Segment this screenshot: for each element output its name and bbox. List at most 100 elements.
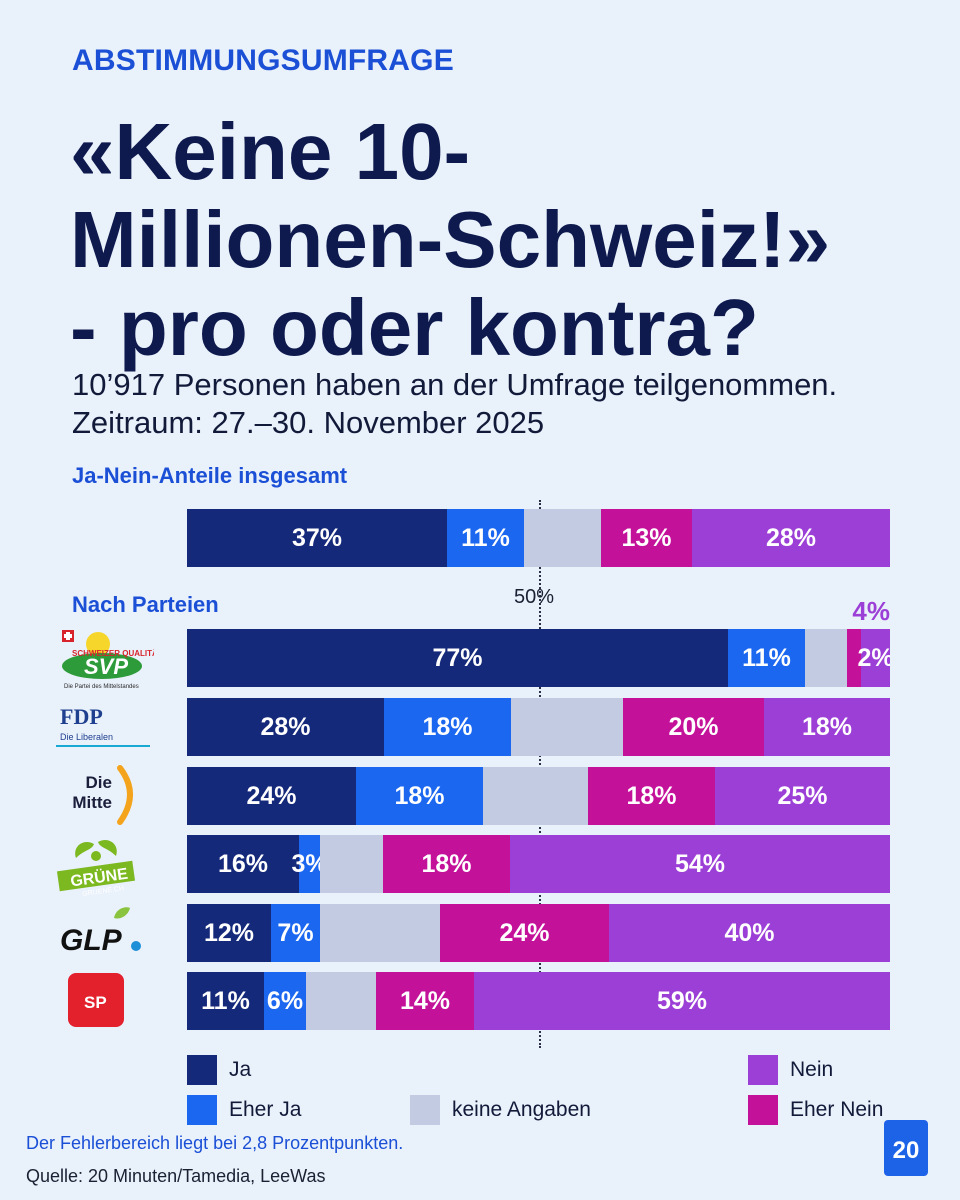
bar-segment-label: 28% [765,523,817,552]
die-mitte-logo: Die Mitte [54,762,154,826]
bar-segment-nein: 25% [715,767,890,825]
legend-keine-label: keine Angaben [452,1098,591,1121]
legend-eher-ja-label: Eher Ja [229,1098,302,1121]
bar-row-svp: 77% 11% 2% [187,629,890,687]
headline-line-1: «Keine 10- [70,107,471,196]
fdp-logo-name: FDP [60,704,103,729]
bar-segment-nein: 59% [474,972,890,1030]
bar-segment-label: 7% [277,918,314,947]
fdp-logo-sub: Die Liberalen [60,732,113,742]
bar-segment-label: 14% [399,986,451,1015]
legend-ja-swatch [187,1055,217,1085]
bar-segment-label: 18% [394,781,445,810]
bar-segment-nein: 2% [857,629,890,687]
bar-row-gruene: 16% 3% 18% 54% [187,835,890,893]
brand-20-minuten-logo: 20 [884,1120,928,1176]
bar-segment-keine [306,972,376,1030]
legend-eher-nein: Eher Nein [748,1095,883,1125]
bar-segment-eher-nein: 18% [383,835,510,893]
legend-nein-label: Nein [790,1058,834,1081]
bar-segment-eher-nein [847,629,861,687]
headline-line-3: - pro oder kontra? [70,283,759,372]
legend-eher-ja-swatch [187,1095,217,1125]
legend-eher-nein-swatch [748,1095,778,1125]
bar-segment-ja: 37% [187,509,447,567]
bar-segment-nein: 40% [609,904,890,962]
legend-eher-nein-label: Eher Nein [790,1098,884,1121]
kicker: ABSTIMMUNGSUMFRAGE [72,44,454,77]
bar-segment-label: 11% [201,986,250,1015]
bar-row-glp: 12% 7% 24% 40% [187,904,890,962]
bar-segment-eher-nein: 13% [601,509,692,567]
bar-row-mitte: 24% 18% 18% 25% [187,767,890,825]
bar-segment-eher-nein: 20% [623,698,764,756]
bar-segment-label: 18% [421,849,472,878]
svp-nein-outside-label: 4% [852,596,890,626]
source-note: Quelle: 20 Minuten/Tamedia, LeeWas [26,1166,326,1186]
svp-logo: SCHWEIZER QUALITÄT SVP Die Partei des Mi… [54,626,163,690]
bar-segment-eher-ja: 6% [264,972,306,1030]
bar-segment-label: 54% [674,849,726,878]
legend-ja-label: Ja [229,1058,252,1081]
bar-segment-label: 13% [621,523,672,552]
section-overall: Ja-Nein-Anteile insgesamt [72,463,348,488]
bar-segment-ja: 12% [187,904,271,962]
legend-eher-ja: Eher Ja [187,1095,301,1125]
bar-segment-label: 20% [668,712,719,741]
bar-segment-ja: 28% [187,698,384,756]
legend-keine-swatch [410,1095,440,1125]
bar-segment-label: 24% [499,918,550,947]
mitte-logo-line2: Mitte [72,793,112,812]
bar-segment-label: 28% [260,712,311,741]
bar-segment-label: 11% [742,643,791,672]
bar-segment-eher-ja: 18% [356,767,483,825]
headline: «Keine 10- Millionen-Schweiz!» - pro ode… [70,108,950,372]
bar-segment-nein: 28% [692,509,890,567]
bar-row-sp: 11% 6% 14% 59% [187,972,890,1030]
svp-logo-top-text: SCHWEIZER QUALITÄT [72,649,154,658]
brand-20-text: 20 [893,1137,920,1164]
bar-segment-label: 11% [461,523,510,552]
bar-segment-nein: 54% [510,835,890,893]
bar-segment-keine [320,904,440,962]
bar-segment-label: 18% [801,712,853,741]
subtitle: 10’917 Personen haben an der Umfrage tei… [72,366,837,442]
legend-nein-swatch [748,1055,778,1085]
bar-segment-eher-ja: 3% [291,835,328,893]
glp-logo-name: GLP [60,924,123,957]
bar-segment-eher-nein: 24% [440,904,609,962]
bar-segment-ja: 77% [187,629,728,687]
legend-nein: Nein [748,1055,833,1085]
svp-logo-bottom-text: Die Partei des Mittelstandes [64,684,139,690]
bar-segment-ja: 24% [187,767,356,825]
bar-segment-keine [511,698,623,756]
bar-segment-eher-ja: 11% [728,629,805,687]
bar-segment-label: 37% [291,523,343,552]
subtitle-period: Zeitraum: 27.–30. November 2025 [72,405,545,440]
bar-segment-ja: 11% [187,972,264,1030]
glp-logo: GLP [54,904,154,968]
section-parties: Nach Parteien [72,592,219,617]
svp-logo-name: SVP [84,654,128,679]
error-note: Der Fehlerbereich liegt bei 2,8 Prozentp… [26,1133,404,1153]
fifty-percent-label: 50% [514,586,555,608]
bar-segment-eher-nein: 14% [376,972,474,1030]
bar-segment-label: 77% [432,643,483,672]
fdp-logo: FDP Die Liberalen [54,700,154,764]
bar-segment-eher-ja: 7% [271,904,320,962]
bar-segment-label: 2% [857,643,890,672]
bar-segment-eher-nein: 18% [588,767,715,825]
bar-segment-keine [524,509,601,567]
gruene-logo: GRÜNE GRUENE.CH [54,836,154,900]
bar-segment-eher-ja: 18% [384,698,511,756]
legend-keine-angaben: keine Angaben [410,1095,591,1125]
bar-segment-keine [805,629,847,687]
bar-segment-label: 18% [626,781,677,810]
sp-logo: SP [54,970,154,1034]
bar-segment-eher-ja: 11% [447,509,524,567]
bar-row-overall: 37% 11% 13% 28% [187,509,890,567]
bar-segment-label: 6% [266,986,304,1015]
svp-logo-graphic: SCHWEIZER QUALITÄT SVP Die Partei des Mi… [62,630,163,690]
bar-segment-label: 18% [422,712,473,741]
bar-segment-keine [483,767,588,825]
